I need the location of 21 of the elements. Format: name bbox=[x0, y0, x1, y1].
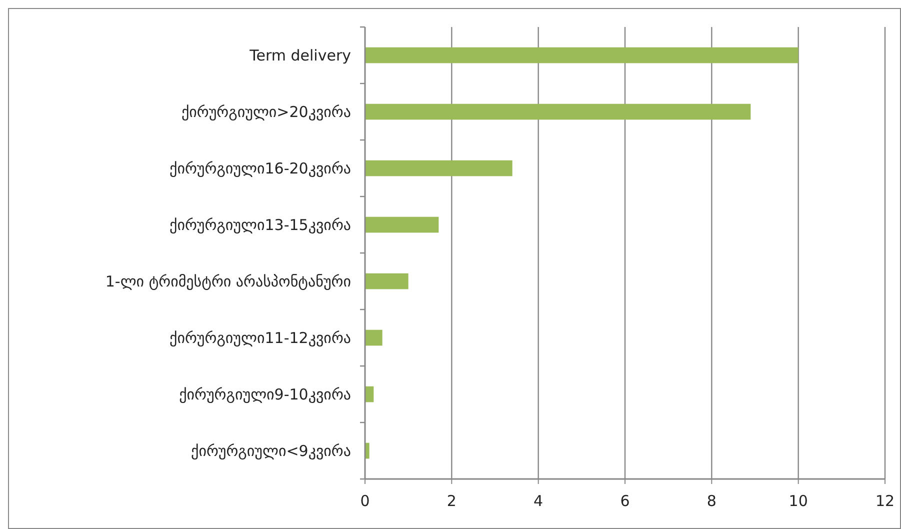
x-tick-label: 0 bbox=[360, 492, 370, 510]
y-tick-label: ქირურგიული<9კვირა bbox=[191, 442, 351, 460]
bar bbox=[365, 160, 512, 176]
bar bbox=[365, 104, 751, 120]
x-tick-label: 8 bbox=[706, 492, 716, 510]
bar bbox=[365, 216, 439, 233]
y-tick-label: 1-ლი ტრიმესტრი არასპონტანური bbox=[105, 272, 352, 290]
x-tick-label: 10 bbox=[788, 492, 808, 510]
x-tick-label: 12 bbox=[875, 492, 895, 510]
y-tick-label: ქირურგიული13-15კვირა bbox=[170, 216, 351, 234]
bar bbox=[365, 47, 798, 64]
x-tick-label: 2 bbox=[446, 492, 456, 510]
y-tick-label: ქირურგიული11-12კვირა bbox=[170, 329, 351, 347]
y-tick-label: ქირურგიული>20კვირა bbox=[181, 103, 351, 121]
x-tick-label: 4 bbox=[534, 492, 544, 510]
bar bbox=[365, 273, 408, 290]
bar bbox=[365, 330, 382, 346]
x-tick-label: 6 bbox=[620, 492, 630, 510]
y-tick-label: ქირურგიული9-10კვირა bbox=[179, 386, 351, 404]
y-tick-label: Term delivery bbox=[248, 46, 352, 64]
y-tick-label: ქირურგიული16-20კვირა bbox=[170, 160, 351, 178]
